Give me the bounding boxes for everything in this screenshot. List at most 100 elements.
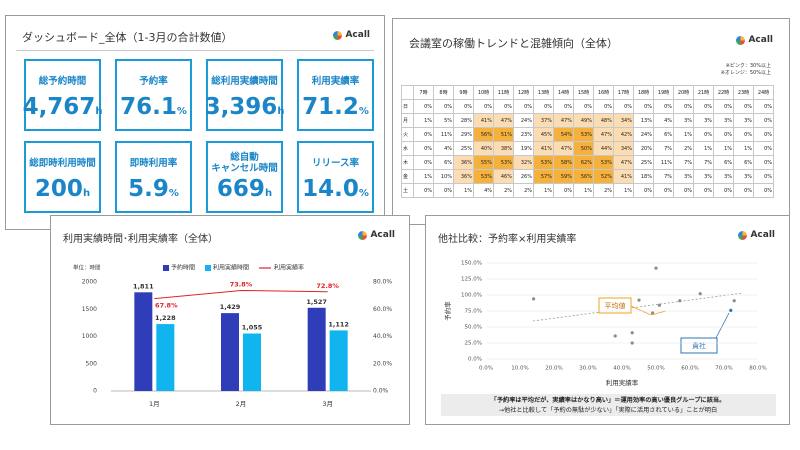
heat-cell: 0% [713, 127, 734, 142]
heat-cell: 0% [413, 99, 434, 114]
heat-cell: 6% [433, 155, 454, 170]
heat-cell: 47% [613, 155, 634, 170]
day-row: 月 1% 5% 28% 41% 47% 24% 37% 47% 49% 48% 34% 13% 4% 3% 3… [401, 113, 774, 128]
bar [307, 307, 326, 391]
heat-cell: 1% [453, 183, 474, 198]
dashboard-slide: ダッシュボード_全体（1-3月の合計数値） Acall 総予約時間 4,767h 予… [5, 15, 385, 230]
kpi-tile: 総自動 キャンセル時間 669h [206, 141, 283, 213]
x-tick-label: 1月 [149, 400, 160, 408]
logo: Acall [736, 35, 773, 45]
heat-cell: 1% [413, 169, 434, 184]
heat-cell: 59% [553, 169, 574, 184]
heat-cell: 6% [713, 155, 734, 170]
hour-header: 19時 [653, 85, 674, 100]
heat-cell: 0% [733, 183, 754, 198]
unit-label: 単位：時間 [73, 264, 101, 272]
heat-cell: 41% [473, 113, 494, 128]
heat-cell: 0% [553, 99, 574, 114]
heat-cell: 0% [653, 99, 674, 114]
x-axis-label: 利用実績率 [606, 378, 639, 387]
scatter-chart: 平均値 貴社 「予約率は平均だが、実績率はかなり高い」＝運用効率の高い優良グルー… [441, 261, 776, 416]
kpi-label: 総自動 キャンセル時間 [211, 152, 278, 174]
legend-swatch [205, 265, 212, 271]
day-row: 日 0% 0% 0% 0% 0% 0% 0% 0% 0% 0% 0% 0% 0% 0% 0% 0% 0% 0% [401, 99, 774, 114]
heat-cell: 0% [693, 127, 714, 142]
heat-cell: 0% [693, 183, 714, 198]
logo: Acall [738, 230, 775, 240]
hour-header: 12時 [513, 85, 534, 100]
heat-cell: 54% [553, 127, 574, 142]
kpi-label: リリース率 [311, 157, 360, 169]
callout-line [630, 305, 652, 316]
kpi-value: 200 [34, 176, 83, 202]
kpi-value: 4,767 [22, 94, 96, 120]
heat-cell: 26% [513, 169, 534, 184]
corner-cell [401, 85, 414, 100]
heat-cell: 53% [473, 169, 494, 184]
hour-header: 22時 [713, 85, 734, 100]
hour-header: 14時 [553, 85, 574, 100]
heat-cell: 0% [753, 113, 774, 128]
callout-box [680, 337, 718, 354]
point [729, 308, 733, 312]
legend-label: 利用実績時間 [213, 264, 249, 272]
heat-cell: 25% [453, 141, 474, 156]
conclusion-box [441, 394, 776, 416]
heat-cell: 57% [533, 169, 554, 184]
heat-cell: 1% [573, 183, 594, 198]
legend-label: 利用実績率 [274, 264, 304, 272]
day-label: 月 [401, 113, 414, 128]
combo-slide: 利用実績時間･利用実績率（全体） Acall 単位：時間 0 500 1000 1500… [50, 215, 410, 425]
kpi-tile: 即時利用率 5.9% [115, 141, 192, 213]
heat-cell: 0% [413, 127, 434, 142]
point [630, 341, 634, 345]
heat-cell: 1% [613, 183, 634, 198]
logo-text: Acall [750, 230, 775, 240]
heat-cell: 37% [533, 113, 554, 128]
heat-cell: 0% [753, 99, 774, 114]
heat-cell: 41% [613, 169, 634, 184]
combo-chart: 単位：時間 0 500 1000 1500 2000 0.0% 20.0% 40.0% 60.0%… [73, 264, 392, 409]
heat-cell: 3% [693, 113, 714, 128]
heat-cell: 0% [413, 141, 434, 156]
heat-cell: 3% [693, 169, 714, 184]
kpi-tile: 総予約時間 4,767h [22, 59, 102, 131]
heat-cell: 55% [473, 155, 494, 170]
callout-line [715, 312, 730, 339]
heat-cell: 32% [513, 155, 534, 170]
value-label: 1,429 [220, 303, 241, 311]
day-row: 土 0% 0% 1% 4% 2% 2% 1% 0% 1% 2% 1% 0% 0% 0% 0% 0% 0% 0% [401, 183, 774, 198]
kpi-value-row: 5.9% [128, 176, 179, 202]
heat-cell: 13% [633, 113, 654, 128]
hour-header: 17時 [613, 85, 634, 100]
kpi-unit: % [168, 188, 179, 199]
hour-header: 15時 [573, 85, 594, 100]
legend-swatch [163, 265, 169, 271]
divider [16, 50, 374, 51]
conclusion: →他社と比較して「予約の無駄が少ない」「実際に活用されている」ことが明白 [499, 406, 717, 414]
y2-tick-label: 0.0% [373, 388, 389, 395]
heat-cell: 1% [533, 183, 554, 198]
conclusion: 「予約率は平均だが、実績率はかなり高い」＝運用効率の高い優良グループに該当。 [491, 396, 726, 404]
hour-header: 16時 [593, 85, 614, 100]
point [657, 303, 661, 307]
kpi-value: 71.2 [302, 94, 359, 120]
point [698, 292, 702, 296]
heat-cell: 0% [633, 99, 654, 114]
heat-cell: 36% [453, 169, 474, 184]
heat-cell: 52% [593, 169, 614, 184]
heat-cell: 0% [473, 99, 494, 114]
heat-cell: 1% [693, 141, 714, 156]
heat-cell: 0% [653, 183, 674, 198]
note: ※オレンジ：50%以上 [720, 69, 771, 76]
y-tick-label: 75.0% [465, 309, 482, 315]
line [154, 289, 328, 300]
header-row: 7時 8時 9時 10時 11時 12時 13時 14時 15時 16時 17時 18時 19時 20時 2… [401, 85, 774, 100]
day-label: 水 [401, 141, 414, 156]
hour-header: 18時 [633, 85, 654, 100]
y2-tick-label: 60.0% [373, 306, 392, 313]
heat-cell: 0% [753, 169, 774, 184]
heat-cell: 2% [593, 183, 614, 198]
heat-cell: 42% [613, 127, 634, 142]
heat-cell: 0% [613, 99, 634, 114]
